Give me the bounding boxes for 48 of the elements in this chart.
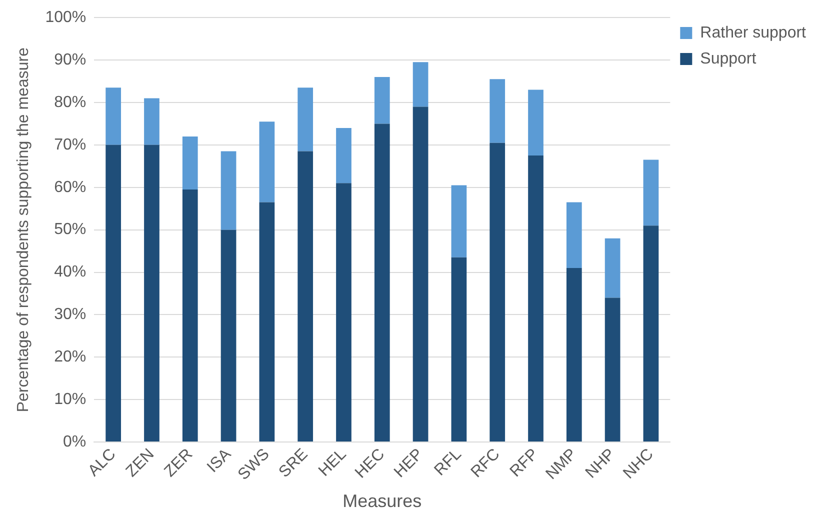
bar (182, 136, 198, 190)
y-tick-label: 20% (54, 348, 86, 366)
bar (182, 190, 198, 442)
bar (298, 88, 314, 152)
x-tick-label: ISA (204, 446, 235, 476)
bar (451, 257, 467, 442)
y-tick-label: 90% (54, 51, 86, 68)
bar (528, 156, 544, 442)
bar (220, 151, 236, 230)
bar (336, 128, 352, 184)
bar (528, 90, 544, 156)
y-tick-label: 100% (45, 9, 86, 26)
bar (374, 77, 390, 124)
y-tick-label: 40% (54, 264, 86, 281)
bar (220, 230, 236, 442)
y-axis-title: Percentage of respondents supporting the measure (15, 47, 32, 412)
bar (643, 160, 659, 226)
bar (604, 238, 620, 298)
bar (643, 226, 659, 442)
y-tick-label: 50% (54, 221, 86, 238)
bar (259, 122, 275, 202)
bar (106, 88, 122, 145)
legend-label: Support (700, 50, 757, 68)
bar (144, 98, 160, 145)
x-axis-title: Measures (342, 491, 422, 512)
bar (451, 185, 467, 258)
y-tick-label: 70% (54, 136, 86, 154)
y-tick-label: 80% (54, 94, 86, 111)
x-tick-label: HEL (316, 446, 350, 480)
bar (106, 144, 122, 442)
bar (298, 151, 314, 442)
bar (374, 124, 390, 442)
bar (490, 79, 506, 143)
bar (412, 106, 428, 442)
y-tick-label: 60% (54, 178, 86, 196)
bar (566, 202, 582, 268)
bar (259, 202, 275, 442)
bar (490, 142, 506, 442)
bar (604, 298, 620, 442)
y-tick-label: 0% (62, 433, 86, 450)
legend-label: Rather support (700, 24, 807, 42)
bar (336, 183, 352, 442)
bar (144, 144, 160, 442)
bar (566, 268, 582, 442)
y-tick-label: 10% (54, 391, 86, 408)
x-tick-label: RFL (431, 446, 465, 480)
bar (412, 62, 428, 107)
y-tick-label: 30% (54, 306, 86, 324)
